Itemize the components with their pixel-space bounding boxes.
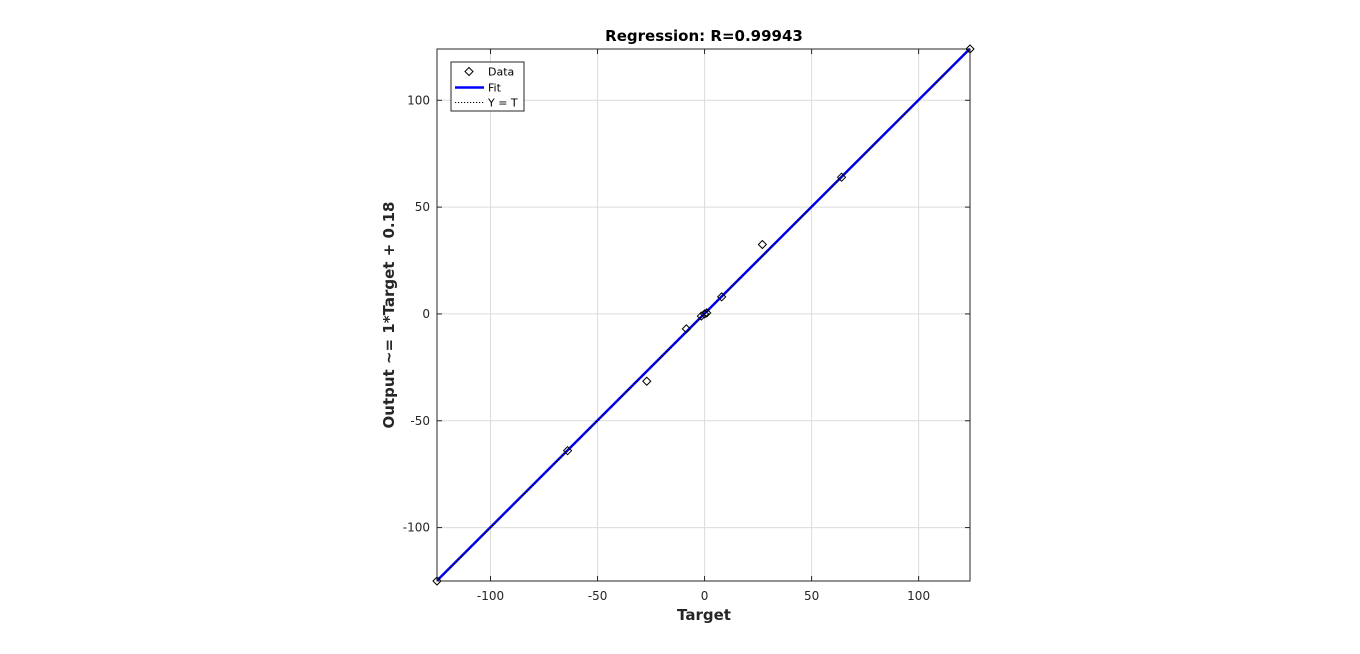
x-tick-label: 0 [701,589,709,603]
y-tick-label: -100 [403,521,430,535]
y-tick-label: 100 [407,93,430,107]
x-tick-label: -100 [477,589,504,603]
y-tick-label: 50 [415,200,430,214]
axes-box [436,48,971,582]
axis-ticks: -100 -50 0 50 100 -100 -50 0 50 100 [403,49,970,603]
data-point-marker [702,308,712,318]
chart-title: Regression: R=0.99943 [605,27,803,45]
legend-data-marker [464,66,474,77]
data-point-marker [757,239,768,250]
legend-entry-data: Data [488,66,514,79]
data-point-marker [836,172,847,182]
x-tick-label: -50 [588,589,608,603]
legend-entry-fit: Fit [488,82,502,95]
data-point-marker [642,376,652,386]
data-point-marker [681,324,692,334]
data-point-marker [432,576,442,586]
data-point-marker [716,292,727,302]
x-tick-label: 50 [804,589,819,603]
legend: Data Fit Y = T [450,61,525,112]
y-axis-label: Output ~= 1*Target + 0.18 [380,202,398,429]
legend-entry-yt: Y = T [487,97,518,110]
x-tick-label: 100 [907,589,930,603]
y-tick-label: -50 [410,414,430,428]
grid-lines [437,49,970,581]
x-axis-label: Target [677,606,731,624]
data-point-marker [699,309,710,319]
y-tick-label: 0 [422,307,430,321]
identity-line [436,48,971,582]
data-point-marker [562,445,573,456]
